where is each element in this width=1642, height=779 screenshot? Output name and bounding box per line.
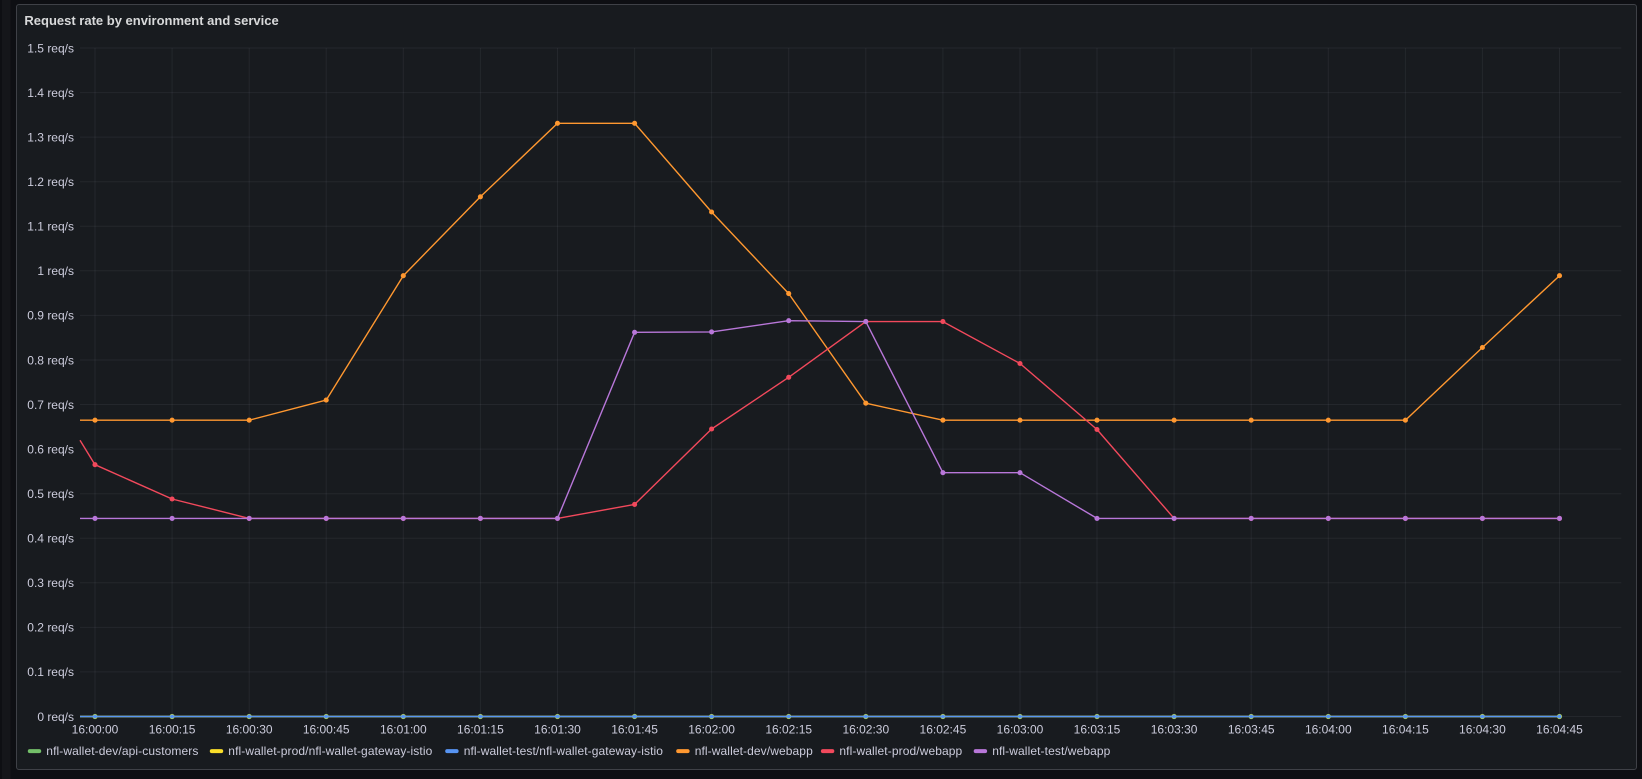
svg-text:1.3 req/s: 1.3 req/s — [27, 130, 74, 144]
svg-text:nfl-wallet-test/webapp: nfl-wallet-test/webapp — [992, 744, 1110, 758]
svg-text:0.7 req/s: 0.7 req/s — [27, 398, 74, 412]
svg-text:16:04:00: 16:04:00 — [1305, 723, 1352, 737]
svg-text:16:03:45: 16:03:45 — [1228, 723, 1275, 737]
svg-text:16:04:15: 16:04:15 — [1382, 723, 1429, 737]
svg-text:16:04:45: 16:04:45 — [1536, 723, 1583, 737]
svg-text:16:00:15: 16:00:15 — [149, 723, 196, 737]
svg-text:Request rate by environment an: Request rate by environment and service — [24, 13, 278, 28]
svg-text:16:02:15: 16:02:15 — [765, 723, 812, 737]
svg-text:16:04:30: 16:04:30 — [1459, 723, 1506, 737]
svg-text:16:02:45: 16:02:45 — [920, 723, 967, 737]
svg-text:0.4 req/s: 0.4 req/s — [27, 532, 74, 546]
svg-text:16:00:45: 16:00:45 — [303, 723, 350, 737]
svg-text:16:03:30: 16:03:30 — [1151, 723, 1198, 737]
svg-text:0.9 req/s: 0.9 req/s — [27, 309, 74, 323]
svg-text:nfl-wallet-test/nfl-wallet-gat: nfl-wallet-test/nfl-wallet-gateway-istio — [464, 744, 664, 758]
svg-text:1.1 req/s: 1.1 req/s — [27, 220, 74, 234]
svg-text:0 req/s: 0 req/s — [37, 710, 74, 724]
svg-text:nfl-wallet-dev/webapp: nfl-wallet-dev/webapp — [695, 744, 813, 758]
svg-text:16:01:30: 16:01:30 — [534, 723, 581, 737]
svg-text:16:01:15: 16:01:15 — [457, 723, 504, 737]
svg-text:1 req/s: 1 req/s — [37, 264, 74, 278]
svg-text:0.1 req/s: 0.1 req/s — [27, 665, 74, 679]
svg-text:0.3 req/s: 0.3 req/s — [27, 576, 74, 590]
svg-text:16:00:00: 16:00:00 — [72, 723, 119, 737]
svg-text:nfl-wallet-prod/nfl-wallet-gat: nfl-wallet-prod/nfl-wallet-gateway-istio — [228, 744, 432, 758]
svg-text:0.5 req/s: 0.5 req/s — [27, 487, 74, 501]
svg-text:1.2 req/s: 1.2 req/s — [27, 175, 74, 189]
svg-text:16:02:30: 16:02:30 — [842, 723, 889, 737]
svg-text:16:02:00: 16:02:00 — [688, 723, 735, 737]
svg-text:0.6 req/s: 0.6 req/s — [27, 442, 74, 456]
svg-text:0.2 req/s: 0.2 req/s — [27, 621, 74, 635]
svg-text:1.5 req/s: 1.5 req/s — [27, 41, 74, 55]
svg-text:16:00:30: 16:00:30 — [226, 723, 273, 737]
svg-text:nfl-wallet-prod/webapp: nfl-wallet-prod/webapp — [839, 744, 962, 758]
svg-text:16:03:00: 16:03:00 — [997, 723, 1044, 737]
svg-text:16:01:00: 16:01:00 — [380, 723, 427, 737]
svg-text:0.8 req/s: 0.8 req/s — [27, 353, 74, 367]
svg-text:1.4 req/s: 1.4 req/s — [27, 86, 74, 100]
svg-text:nfl-wallet-dev/api-customers: nfl-wallet-dev/api-customers — [46, 744, 198, 758]
svg-text:16:03:15: 16:03:15 — [1074, 723, 1121, 737]
svg-text:16:01:45: 16:01:45 — [611, 723, 658, 737]
